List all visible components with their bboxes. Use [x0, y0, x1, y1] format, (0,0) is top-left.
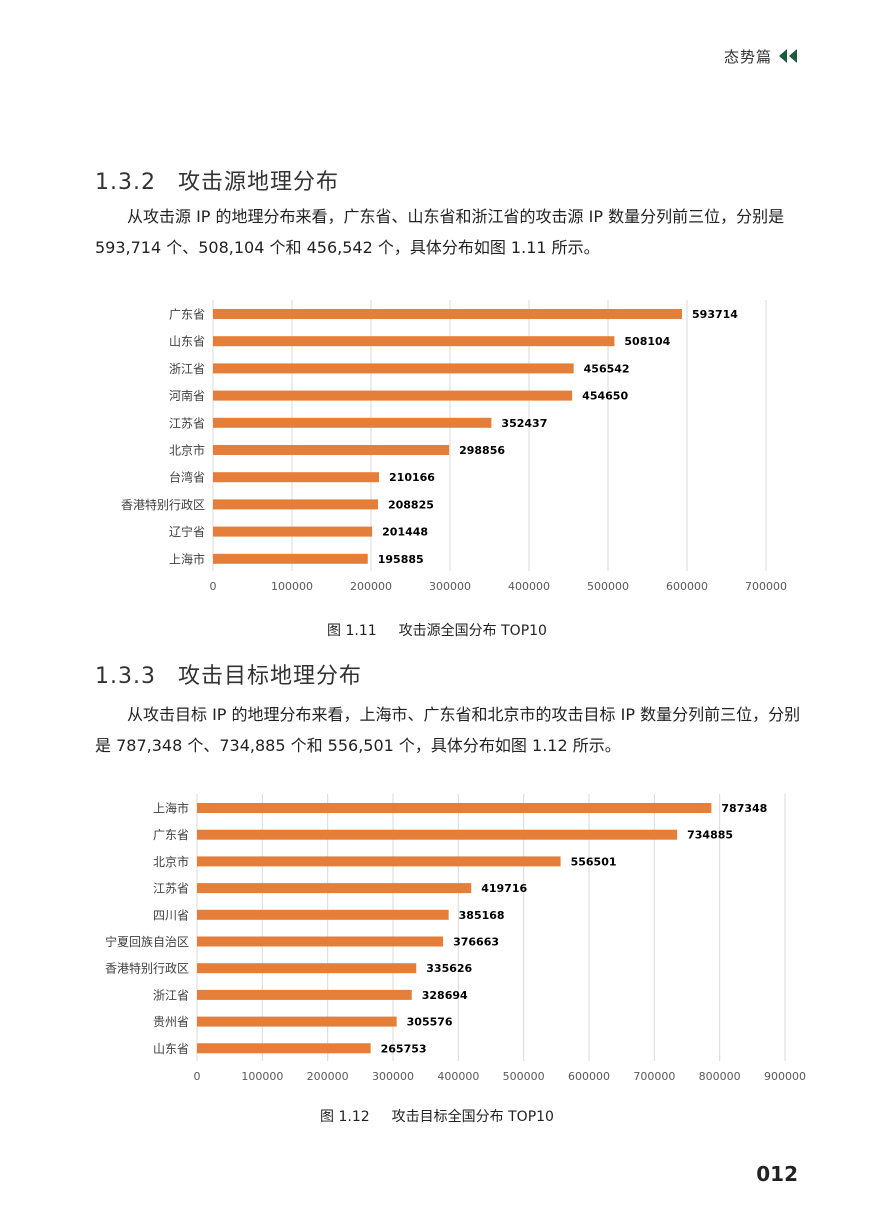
x-tick-label: 200000	[307, 1070, 349, 1083]
category-label: 山东省	[169, 335, 205, 349]
data-label: 385168	[459, 909, 505, 922]
data-label: 265753	[381, 1042, 427, 1055]
data-label: 298856	[459, 444, 505, 457]
bar	[197, 936, 444, 947]
double-chevron-left-icon	[778, 48, 798, 64]
figure-caption-1: 图 1.11 攻击源全国分布 TOP10	[0, 620, 874, 640]
section-title-2: 1.3.3 攻击目标地理分布	[95, 658, 362, 690]
x-tick-label: 800000	[699, 1070, 741, 1083]
section-number-2: 1.3.3	[95, 664, 156, 689]
bar	[213, 390, 573, 401]
bar	[197, 1016, 397, 1027]
category-label: 辽宁省	[169, 524, 205, 539]
x-tick-label: 500000	[587, 580, 629, 593]
category-label: 浙江省	[169, 362, 205, 376]
data-label: 352437	[501, 417, 547, 430]
category-label: 上海市	[169, 551, 205, 566]
page-header: 态势篇	[724, 44, 798, 68]
data-label: 787348	[721, 802, 767, 815]
x-tick-label: 0	[210, 580, 217, 593]
x-tick-label: 700000	[633, 1070, 675, 1083]
category-label: 河南省	[169, 388, 205, 403]
data-label: 210166	[389, 471, 435, 484]
section-paragraph-2: 从攻击目标 IP 的地理分布来看，上海市、广东省和北京市的攻击目标 IP 数量分…	[95, 705, 801, 755]
category-label: 香港特别行政区	[121, 497, 205, 512]
page-number: 012	[756, 1162, 798, 1186]
x-tick-label: 400000	[508, 580, 550, 593]
data-label: 454650	[582, 390, 628, 403]
x-tick-label: 600000	[568, 1070, 610, 1083]
bar	[197, 1043, 371, 1054]
caption-number-1: 图 1.11	[327, 623, 377, 639]
category-label: 贵州省	[153, 1015, 189, 1029]
category-label: 广东省	[153, 828, 189, 842]
caption-number-2: 图 1.12	[320, 1109, 370, 1125]
category-label: 江苏省	[169, 416, 205, 430]
category-label: 浙江省	[153, 988, 189, 1002]
category-label: 广东省	[169, 308, 205, 322]
data-label: 734885	[687, 829, 733, 842]
x-tick-label: 300000	[429, 580, 471, 593]
bar	[213, 472, 380, 483]
bar	[197, 883, 472, 894]
data-label: 593714	[692, 308, 738, 321]
x-tick-label: 100000	[271, 580, 313, 593]
bar	[197, 989, 412, 1000]
figure-caption-2: 图 1.12 攻击目标全国分布 TOP10	[0, 1106, 874, 1126]
category-label: 台湾省	[169, 470, 205, 485]
category-label: 上海市	[153, 801, 189, 816]
bar	[197, 856, 561, 867]
data-label: 556501	[571, 855, 617, 868]
x-tick-label: 100000	[241, 1070, 283, 1083]
data-label: 376663	[453, 936, 499, 949]
caption-text-2: 攻击目标全国分布 TOP10	[391, 1109, 554, 1125]
header-title: 态势篇	[723, 47, 772, 66]
data-label: 508104	[624, 335, 670, 348]
x-tick-label: 600000	[666, 580, 708, 593]
section-heading-2: 攻击目标地理分布	[177, 664, 362, 689]
bar	[213, 499, 378, 510]
bar	[197, 909, 449, 920]
category-label: 江苏省	[153, 882, 189, 896]
x-tick-label: 500000	[503, 1070, 545, 1083]
bar	[197, 963, 417, 974]
category-label: 北京市	[153, 854, 189, 869]
x-tick-label: 0	[194, 1070, 201, 1083]
data-label: 195885	[378, 553, 424, 566]
category-label: 香港特别行政区	[105, 961, 189, 976]
bar	[213, 363, 574, 374]
section-title-1: 1.3.2 攻击源地理分布	[95, 164, 339, 196]
bar	[213, 553, 368, 564]
x-tick-label: 200000	[350, 580, 392, 593]
data-label: 456542	[584, 362, 630, 375]
data-label: 305576	[407, 1016, 453, 1029]
section-heading-1: 攻击源地理分布	[177, 170, 339, 195]
bar	[197, 803, 712, 813]
chart-attack-target: 0 100000 200000 300000 400000 500000 600000 700…	[105, 794, 806, 1083]
data-label: 335626	[426, 962, 472, 975]
section-paragraph-1: 从攻击源 IP 的地理分布来看，广东省、山东省和浙江省的攻击源 IP 数量分列前…	[95, 207, 785, 257]
bar	[213, 309, 683, 319]
data-label: 328694	[422, 989, 468, 1002]
bar	[197, 829, 678, 840]
x-tick-label: 300000	[372, 1070, 414, 1083]
data-label: 201448	[382, 526, 428, 539]
x-tick-label: 400000	[437, 1070, 479, 1083]
x-tick-label: 900000	[764, 1070, 806, 1083]
data-label: 419716	[481, 882, 527, 895]
category-label: 四川省	[153, 908, 189, 922]
category-label: 宁夏回族自治区	[105, 934, 189, 949]
caption-text-1: 攻击源全国分布 TOP10	[398, 623, 547, 639]
bar	[213, 526, 373, 537]
chart-attack-source: 0 100000 200000 300000 400000 500000 600000 700…	[121, 300, 787, 593]
category-label: 山东省	[153, 1042, 189, 1056]
bar	[213, 336, 615, 347]
data-label: 208825	[388, 498, 434, 511]
section-number-1: 1.3.2	[95, 170, 156, 195]
x-tick-label: 700000	[745, 580, 787, 593]
bar	[213, 445, 450, 455]
category-label: 北京市	[169, 443, 205, 458]
bar	[213, 417, 492, 428]
